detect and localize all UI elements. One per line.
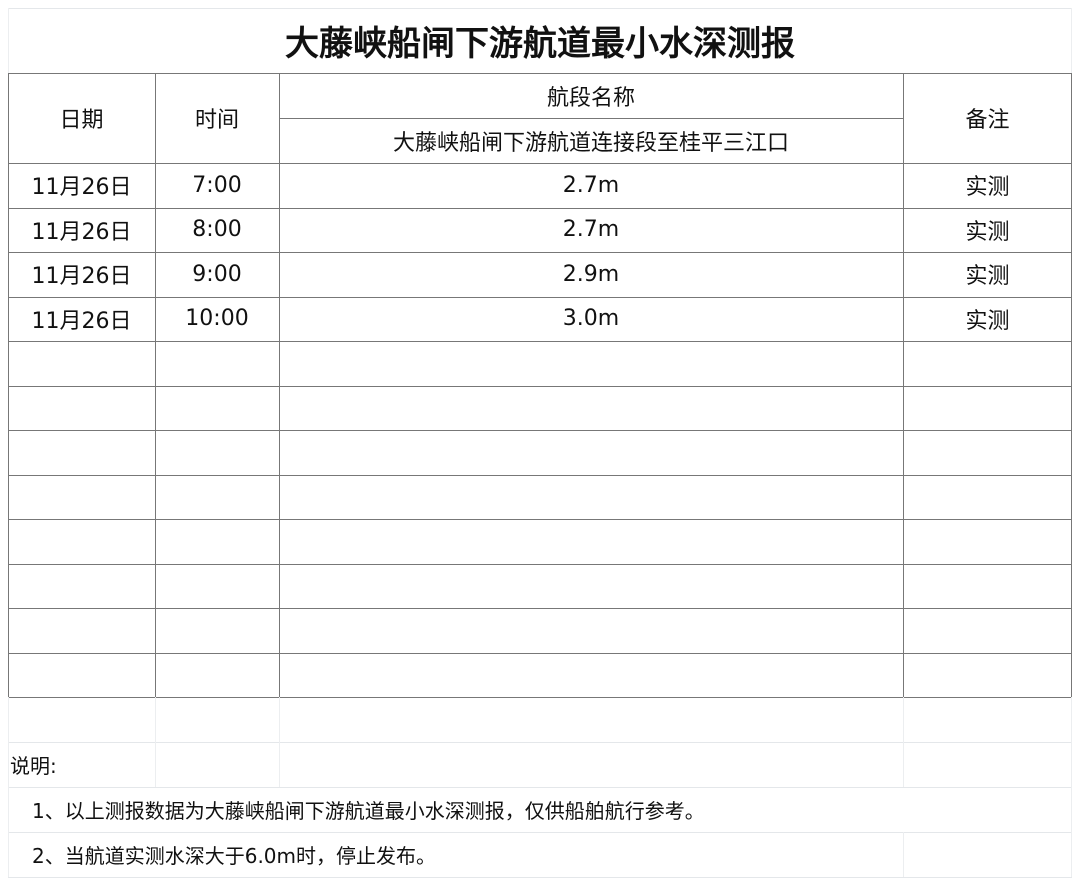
divider xyxy=(8,208,1072,209)
divider xyxy=(1071,697,1072,877)
table-cell-depth xyxy=(279,475,903,520)
divider xyxy=(279,118,903,119)
divider xyxy=(8,877,1072,878)
divider xyxy=(903,697,904,787)
table-cell-date xyxy=(8,341,155,386)
table-cell-remark: 实测 xyxy=(965,308,1010,334)
divider xyxy=(8,564,1072,565)
table-cell-time: 8:00 xyxy=(192,217,242,243)
divider xyxy=(8,252,1072,253)
table-cell-date xyxy=(8,653,155,698)
note-item-2: 2、当航道实测水深大于6.0m时，停止发布。 xyxy=(32,844,437,868)
table-cell-date xyxy=(8,519,155,564)
table-cell-remark: 实测 xyxy=(965,175,1010,201)
table-cell-depth xyxy=(279,519,903,564)
divider xyxy=(8,832,1072,833)
divider xyxy=(8,653,1072,654)
table-cell-remark xyxy=(903,519,1072,564)
table-cell-depth xyxy=(279,564,903,609)
table-cell-time: 7:00 xyxy=(192,172,242,198)
divider xyxy=(8,787,1072,788)
header-date: 日期 xyxy=(59,108,104,133)
table-cell-date: 11月26日 xyxy=(31,264,132,290)
divider xyxy=(8,297,1072,298)
divider xyxy=(279,73,280,697)
divider xyxy=(8,8,9,73)
table-cell-depth xyxy=(279,386,903,431)
divider xyxy=(8,475,1072,476)
table-cell-date xyxy=(8,564,155,609)
notes-heading: 说明: xyxy=(10,754,57,778)
table-cell-depth xyxy=(279,653,903,698)
table-cell-date xyxy=(8,608,155,653)
divider xyxy=(8,742,1072,743)
divider xyxy=(279,697,280,787)
table-cell-date: 11月26日 xyxy=(31,219,132,245)
note-item-1: 1、以上测报数据为大藤峡船闸下游航道最小水深测报，仅供船舶航行参考。 xyxy=(32,799,705,823)
divider xyxy=(8,386,1072,387)
table-cell-date xyxy=(8,475,155,520)
table-cell-time xyxy=(155,608,279,653)
divider xyxy=(1071,73,1072,697)
table-cell-date xyxy=(8,430,155,475)
table-cell-remark xyxy=(903,475,1072,520)
divider xyxy=(1071,8,1072,73)
table-cell-depth xyxy=(279,608,903,653)
table-cell-time xyxy=(155,564,279,609)
header-remark: 备注 xyxy=(965,108,1010,133)
table-cell-remark xyxy=(903,430,1072,475)
table-cell-depth: 2.7m xyxy=(562,217,620,243)
page-title: 大藤峡船闸下游航道最小水深测报 xyxy=(285,24,795,64)
header-time: 时间 xyxy=(194,108,239,133)
table-cell-time: 9:00 xyxy=(192,261,242,287)
divider xyxy=(8,341,1072,342)
table-cell-date xyxy=(8,386,155,431)
table-cell-depth xyxy=(279,341,903,386)
divider xyxy=(8,8,1072,9)
divider xyxy=(8,519,1072,520)
divider xyxy=(155,697,156,787)
table-cell-depth: 3.0m xyxy=(562,306,620,332)
table-cell-time xyxy=(155,475,279,520)
header-section-name: 大藤峡船闸下游航道连接段至桂平三江口 xyxy=(392,130,789,156)
table-cell-depth xyxy=(279,430,903,475)
divider xyxy=(8,163,1072,164)
divider xyxy=(8,73,9,697)
table-cell-depth: 2.9m xyxy=(562,261,620,287)
divider xyxy=(155,73,156,697)
table-cell-remark: 实测 xyxy=(965,264,1010,290)
divider xyxy=(903,832,904,877)
divider xyxy=(8,430,1072,431)
divider xyxy=(8,697,1072,698)
table-cell-remark: 实测 xyxy=(965,219,1010,245)
table-cell-date: 11月26日 xyxy=(31,308,132,334)
header-section-label: 航段名称 xyxy=(546,85,635,111)
divider xyxy=(8,608,1072,609)
table-cell-date: 11月26日 xyxy=(31,175,132,201)
table-cell-time xyxy=(155,341,279,386)
table-cell-time xyxy=(155,653,279,698)
table-cell-time: 10:00 xyxy=(185,306,249,332)
table-cell-time xyxy=(155,386,279,431)
table-cell-time xyxy=(155,519,279,564)
table-cell-remark xyxy=(903,341,1072,386)
table-cell-depth: 2.7m xyxy=(562,172,620,198)
table-cell-time xyxy=(155,430,279,475)
table-cell-remark xyxy=(903,386,1072,431)
table-cell-remark xyxy=(903,564,1072,609)
table-cell-remark xyxy=(903,653,1072,698)
divider xyxy=(8,697,9,877)
divider xyxy=(903,73,904,697)
table-cell-remark xyxy=(903,608,1072,653)
divider xyxy=(8,73,1072,74)
